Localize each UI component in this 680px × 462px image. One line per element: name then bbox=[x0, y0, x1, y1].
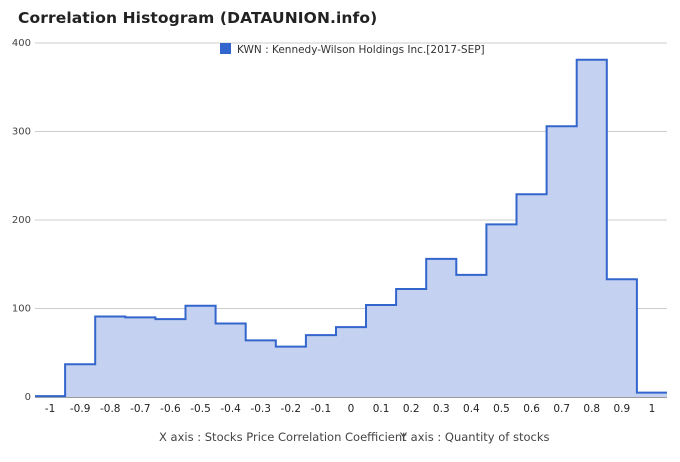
histogram-bin bbox=[426, 259, 456, 397]
histogram-bin bbox=[155, 319, 185, 397]
x-tick-label: 0.8 bbox=[583, 403, 600, 415]
y-tick-label: 100 bbox=[12, 304, 31, 315]
y-tick-label: 200 bbox=[12, 215, 31, 226]
x-tick-label: -1 bbox=[45, 403, 55, 415]
x-tick-label: -0.7 bbox=[130, 403, 151, 415]
histogram-bin bbox=[517, 194, 547, 397]
histogram-bin bbox=[35, 396, 65, 397]
histogram-bin bbox=[486, 224, 516, 397]
x-tick-label: 0.5 bbox=[493, 403, 510, 415]
y-axis-ticks: 0 100 200 300 400 bbox=[12, 38, 31, 403]
x-tick-label: -0.6 bbox=[160, 403, 181, 415]
x-tick-label: 0.6 bbox=[523, 403, 540, 415]
histogram-bin bbox=[65, 364, 95, 397]
histogram-bin bbox=[125, 317, 155, 397]
histogram-bin bbox=[216, 324, 246, 397]
x-tick-label: -0.9 bbox=[70, 403, 91, 415]
x-tick-label: -0.5 bbox=[190, 403, 211, 415]
legend: KWN : Kennedy-Wilson Holdings Inc.[2017-… bbox=[220, 43, 485, 56]
x-tick-label: -0.8 bbox=[100, 403, 121, 415]
histogram-series bbox=[35, 58, 667, 398]
histogram-bin bbox=[246, 340, 276, 397]
x-tick-label: -0.1 bbox=[311, 403, 332, 415]
histogram-bin bbox=[577, 60, 607, 397]
x-tick-label: 0.3 bbox=[433, 403, 450, 415]
histogram-bin bbox=[95, 316, 125, 397]
histogram-bin bbox=[185, 306, 215, 397]
histogram-area-fill bbox=[35, 59, 667, 398]
legend-swatch bbox=[220, 43, 231, 54]
histogram-bin bbox=[306, 335, 336, 397]
x-axis-ticks: -1 -0.9 -0.8 -0.7 -0.6 -0.5 -0.4 -0.3 -0.2 -0.1 0 0… bbox=[45, 403, 655, 415]
chart-title: Correlation Histogram (DATAUNION.info) bbox=[18, 9, 378, 27]
x-tick-label: 0 bbox=[348, 403, 355, 415]
histogram-outline bbox=[35, 58, 667, 398]
y-tick-label: 400 bbox=[12, 38, 31, 49]
x-tick-label: -0.3 bbox=[250, 403, 271, 415]
x-tick-label: 0.4 bbox=[463, 403, 480, 415]
x-tick-label: 0.7 bbox=[553, 403, 570, 415]
x-tick-label: 1 bbox=[649, 403, 656, 415]
histogram-bin bbox=[547, 126, 577, 397]
y-tick-label: 0 bbox=[25, 392, 31, 403]
y-tick-label: 300 bbox=[12, 127, 31, 138]
x-tick-label: -0.4 bbox=[220, 403, 241, 415]
x-tick-label: 0.1 bbox=[373, 403, 390, 415]
legend-label: KWN : Kennedy-Wilson Holdings Inc.[2017-… bbox=[237, 44, 485, 56]
x-tick-label: 0.9 bbox=[614, 403, 631, 415]
histogram-bin bbox=[456, 275, 486, 397]
histogram-bin bbox=[637, 393, 667, 397]
y-axis-caption: Y axis : Quantity of stocks bbox=[399, 430, 550, 444]
histogram-bin bbox=[336, 327, 366, 397]
x-axis-caption: X axis : Stocks Price Correlation Coeffi… bbox=[159, 430, 407, 444]
x-tick-label: 0.2 bbox=[403, 403, 420, 415]
histogram-bin bbox=[396, 289, 426, 397]
x-tick-label: -0.2 bbox=[281, 403, 302, 415]
histogram-bin bbox=[366, 305, 396, 397]
histogram-bin bbox=[607, 279, 637, 397]
histogram-bin bbox=[276, 347, 306, 397]
